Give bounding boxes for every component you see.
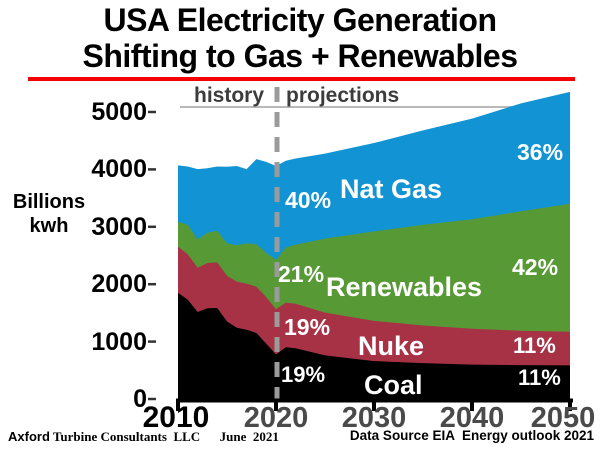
natgas-2050-pct: 36%	[517, 139, 564, 165]
history-label: history	[194, 84, 265, 107]
nuke-2050-pct: 11%	[513, 333, 556, 358]
coal-2050-pct: 11%	[518, 365, 561, 390]
x-tick-label-2010: 2010	[142, 401, 210, 434]
projections-label: projections	[286, 84, 400, 107]
natgas-2020-pct: 40%	[285, 187, 332, 213]
renewables-2050-pct: 42%	[512, 254, 559, 280]
title-underline	[28, 77, 575, 81]
y-tick-label-4000: 4000	[91, 155, 147, 184]
y-tick-label-5000: 5000	[91, 98, 147, 126]
x-tick-label-2050: 2050	[530, 402, 596, 434]
x-tick-label-2040: 2040	[439, 402, 505, 434]
x-tick-label-2020: 2020	[243, 402, 309, 434]
renewables-series-label: Renewables	[326, 272, 483, 302]
y-tick-label-3000: 3000	[91, 212, 147, 241]
y-tick-label-2000: 2000	[91, 270, 147, 299]
footer-credit-brand: Axford	[8, 429, 50, 444]
page-title: USA Electricity Generation Shifting to G…	[0, 2, 600, 74]
footer-credit: Axford Turbine Consultants LLC June 2021	[8, 429, 279, 445]
footer-credit-rest: Turbine Consultants LLC June 2021	[49, 429, 279, 444]
footer-source: Data Source EIA Energy outlook 2021	[349, 428, 594, 443]
natgas-series-label: Nat Gas	[340, 174, 443, 204]
x-tick-label-2030: 2030	[341, 402, 407, 434]
coal-2020-pct: 19%	[281, 362, 326, 387]
renewables-2020-pct: 21%	[278, 261, 325, 287]
y-axis-title-line-2: kwh	[29, 215, 69, 237]
y-axis-title: Billions kwh	[8, 190, 90, 238]
y-tick-label-0: 0	[133, 385, 147, 413]
y-tick-label-1000: 1000	[91, 327, 147, 356]
nuke-2020-pct: 19%	[284, 314, 331, 340]
title-line-1: USA Electricity Generation	[103, 2, 497, 38]
nuke-series-label: Nuke	[358, 331, 425, 361]
y-axis-title-line-1: Billions	[12, 191, 86, 213]
coal-series-label: Coal	[364, 370, 423, 400]
title-line-2: Shifting to Gas + Renewables	[82, 38, 518, 74]
